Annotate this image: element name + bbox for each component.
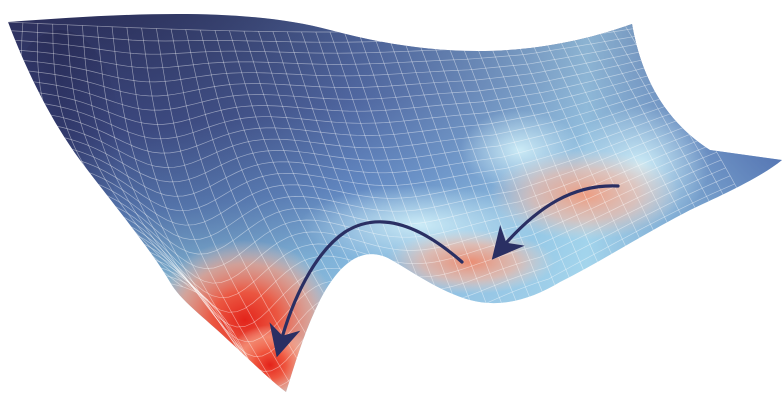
mesh-line bbox=[591, 18, 707, 229]
mesh-line bbox=[523, 26, 636, 268]
mesh-line bbox=[214, 30, 349, 337]
mesh-line bbox=[14, 84, 677, 168]
arrow-into-deepest-basin bbox=[269, 220, 464, 358]
mesh-line bbox=[496, 28, 608, 284]
mesh-line bbox=[8, 70, 668, 140]
mesh-line bbox=[8, 62, 664, 125]
mesh-line bbox=[96, 26, 247, 356]
mesh-line bbox=[8, 41, 650, 83]
mesh-line bbox=[441, 30, 553, 316]
mesh-line bbox=[23, 99, 686, 197]
mesh-line bbox=[577, 20, 692, 237]
mesh-line bbox=[413, 30, 527, 327]
mesh-line bbox=[170, 29, 311, 382]
mesh-line bbox=[43, 121, 700, 241]
mesh-line bbox=[455, 29, 566, 310]
mesh-line bbox=[482, 28, 594, 292]
mesh-line bbox=[28, 106, 691, 212]
mesh-line bbox=[67, 24, 222, 314]
mesh-line bbox=[564, 21, 678, 244]
mesh-line bbox=[70, 144, 713, 284]
descent-arrows bbox=[269, 184, 620, 358]
mesh-line bbox=[8, 34, 646, 69]
mesh-line bbox=[229, 30, 362, 332]
mesh-line bbox=[52, 24, 209, 301]
mesh-line bbox=[550, 23, 664, 252]
mesh-line bbox=[8, 48, 655, 97]
mesh-line bbox=[18, 92, 682, 183]
mesh-line bbox=[35, 114, 695, 226]
mesh-line bbox=[469, 29, 580, 301]
mesh-line bbox=[60, 136, 708, 269]
mesh-line bbox=[385, 31, 502, 341]
mesh-line bbox=[111, 26, 260, 379]
mesh-line bbox=[510, 27, 622, 276]
mesh-line bbox=[200, 29, 336, 347]
mesh-line bbox=[537, 25, 650, 259]
mesh-line bbox=[126, 27, 273, 392]
mesh-line bbox=[10, 77, 673, 154]
mesh-line bbox=[82, 25, 234, 333]
mesh-line bbox=[141, 27, 285, 392]
mesh-line bbox=[156, 28, 298, 392]
mesh-line bbox=[427, 30, 540, 321]
mesh-line bbox=[371, 31, 489, 347]
arrow-into-middle-basin bbox=[491, 184, 620, 260]
mesh-line bbox=[8, 55, 659, 111]
mesh-line bbox=[604, 17, 721, 223]
mesh-line bbox=[399, 31, 514, 334]
mesh-line bbox=[185, 29, 324, 363]
mesh-line bbox=[81, 151, 717, 299]
